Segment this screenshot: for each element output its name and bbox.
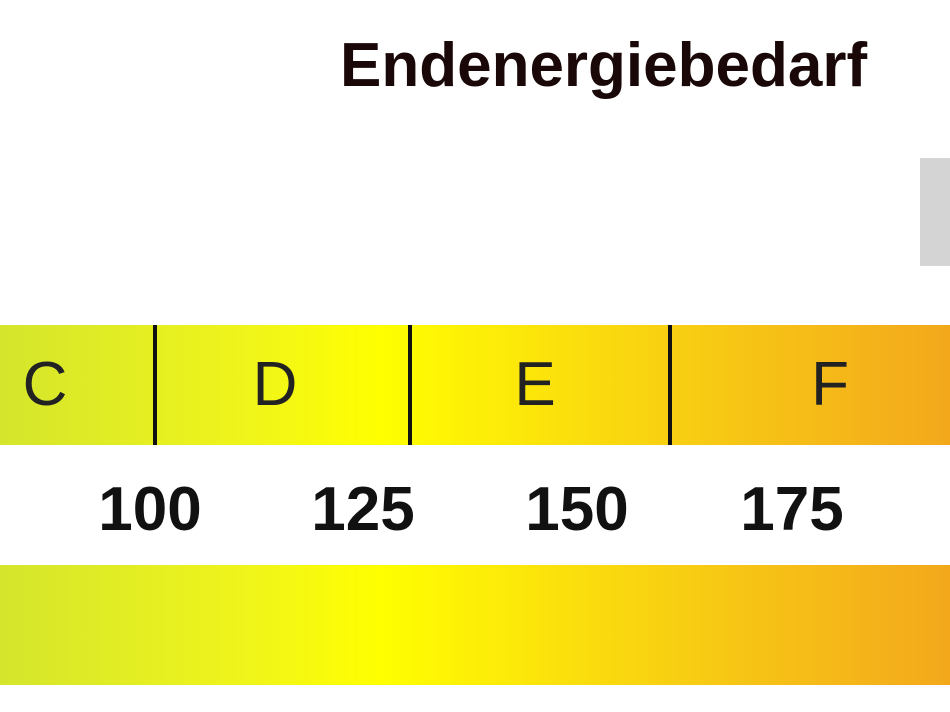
class-label: D (252, 350, 298, 419)
divider (408, 325, 412, 445)
divider (668, 325, 672, 445)
class-band (0, 325, 950, 445)
class-label: C (22, 350, 68, 419)
class-label: E (514, 350, 556, 419)
scale-band (0, 565, 950, 685)
divider (153, 325, 157, 445)
scale-label: 100 (98, 475, 202, 544)
scale-label: 150 (525, 475, 629, 544)
class-label: F (811, 350, 849, 419)
scale-label: 175 (740, 475, 844, 544)
value-box (920, 158, 950, 266)
scale-label: 125 (311, 475, 415, 544)
title: Endenergiebedarf (340, 31, 868, 100)
